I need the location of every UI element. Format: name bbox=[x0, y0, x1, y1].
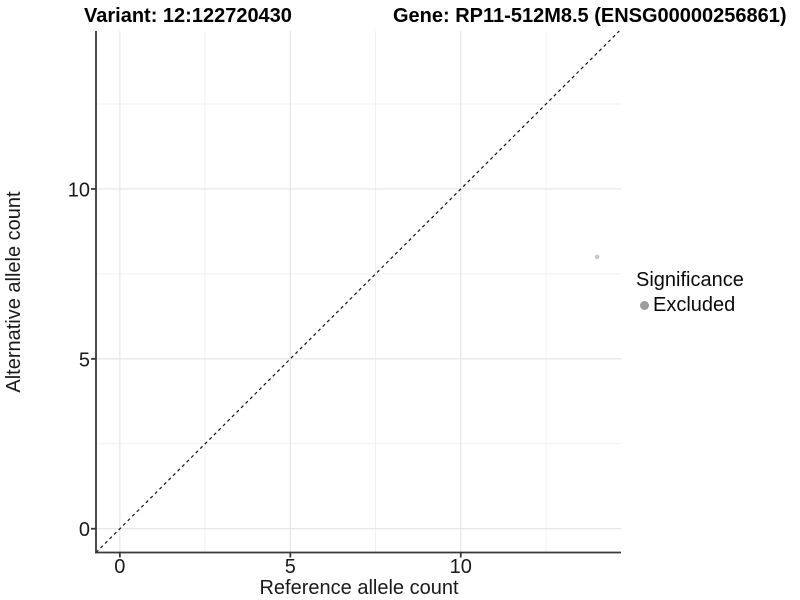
legend-item-excluded: Excluded bbox=[636, 294, 744, 316]
data-point-excluded bbox=[594, 254, 600, 260]
identity-reference-line bbox=[95, 30, 620, 553]
x-tick-label: 5 bbox=[285, 556, 296, 578]
y-tick-label: 0 bbox=[79, 519, 90, 541]
y-tick-label: 5 bbox=[79, 349, 90, 371]
x-tick-label: 10 bbox=[450, 556, 472, 578]
y-tick-label: 10 bbox=[68, 179, 90, 201]
legend: Significance Excluded bbox=[636, 269, 744, 316]
x-tick-label: 0 bbox=[114, 556, 125, 578]
plot-title-gene: Gene: RP11-512M8.5 (ENSG00000256861) bbox=[393, 5, 787, 27]
x-axis-title: Reference allele count bbox=[259, 577, 459, 599]
legend-item-label: Excluded bbox=[653, 294, 736, 316]
plot-title-variant: Variant: 12:122720430 bbox=[84, 5, 292, 27]
legend-title: Significance bbox=[636, 269, 744, 291]
legend-key-dot-excluded bbox=[640, 300, 649, 310]
